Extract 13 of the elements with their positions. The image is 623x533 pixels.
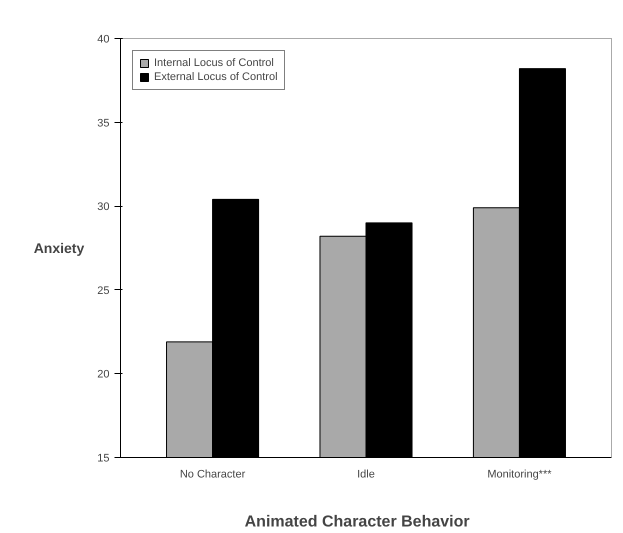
y-tick-label: 20 — [97, 368, 110, 381]
x-tick-label: Idle — [357, 468, 375, 480]
y-tick-label: 25 — [97, 284, 110, 297]
y-axis-title: Anxiety — [34, 240, 84, 256]
y-tick-label: 40 — [97, 34, 110, 46]
y-tick-label: 15 — [97, 452, 110, 464]
x-tick-label: No Character — [180, 468, 246, 480]
legend-label: External Locus of Control — [154, 71, 278, 83]
x-tick-label: Monitoring*** — [487, 468, 552, 480]
legend-label: Internal Locus of Control — [154, 57, 274, 69]
y-tick-label: 30 — [97, 201, 110, 214]
x-axis-title: Animated Character Behavior — [244, 514, 470, 530]
y-tick-label: 35 — [97, 117, 110, 130]
